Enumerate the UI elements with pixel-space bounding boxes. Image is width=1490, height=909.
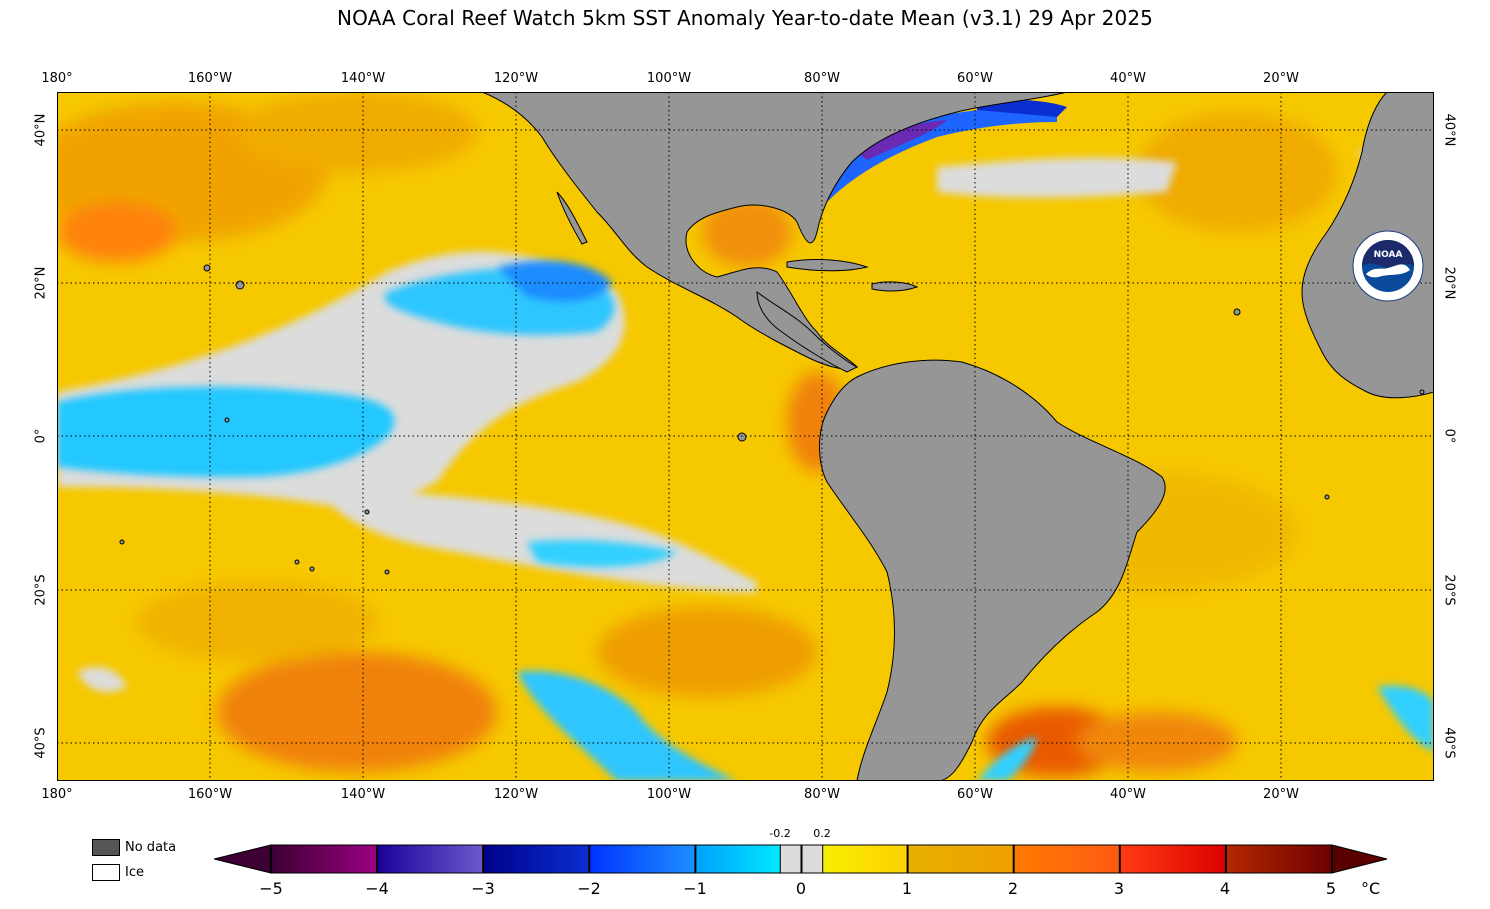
colorbar-end-low — [214, 844, 272, 874]
lon-tick-label: 40°W — [1110, 787, 1146, 802]
no-data-label: No data — [125, 840, 177, 855]
lat-tick-label: 20°N — [1441, 266, 1457, 300]
colorbar-tick-label: −2 — [577, 879, 601, 898]
colorbar-frame — [270, 844, 1333, 874]
lon-tick-label: 180° — [41, 787, 73, 802]
colorbar-tick-label: 1 — [901, 879, 913, 898]
lon-tick-label: 60°W — [957, 787, 993, 802]
ice-label: Ice — [125, 865, 144, 880]
lat-tick-label: 40°N — [33, 113, 49, 147]
lat-tick-label: 0° — [33, 428, 49, 444]
hispaniola — [871, 281, 919, 292]
colorbar-tick-label: 5 — [1325, 879, 1337, 898]
colorbar-tick-label: 2 — [1007, 879, 1019, 898]
lon-tick-label: 100°W — [646, 71, 692, 86]
colorbar-tick-label: −4 — [365, 879, 389, 898]
lat-tick-label: 40°S — [1441, 727, 1457, 759]
noaa-logo: NOAA — [1352, 230, 1424, 302]
colorbar-segment — [483, 845, 590, 873]
lon-tick-label: 140°W — [340, 71, 386, 86]
colorbar-segments — [271, 845, 1332, 873]
lon-tick-label: 160°W — [187, 71, 233, 86]
colorbar-small-tick-label: 0.2 — [813, 827, 831, 840]
lon-tick-label: 80°W — [804, 787, 840, 802]
lat-tick-label: 20°N — [33, 266, 49, 300]
lat-tick-label: 20°S — [1441, 574, 1457, 606]
lon-tick-label: 140°W — [340, 787, 386, 802]
colorbar-segment — [589, 845, 696, 873]
lon-tick-label: 20°W — [1263, 787, 1299, 802]
colorbar-segment — [907, 845, 1014, 873]
colorbar-segment — [695, 845, 781, 873]
central-america — [756, 290, 859, 373]
warm-anomaly-patches — [57, 92, 1337, 777]
map-title: NOAA Coral Reef Watch 5km SST Anomaly Ye… — [337, 6, 1153, 30]
lon-tick-label: 20°W — [1263, 71, 1299, 86]
colorbar-tick-label: 4 — [1219, 879, 1231, 898]
baja-california — [556, 191, 588, 245]
colorbar-segment — [1119, 845, 1226, 873]
colorbar-segment — [822, 845, 908, 873]
colorbar-segment — [1013, 845, 1120, 873]
south-america — [819, 359, 1166, 781]
lon-tick-label: 60°W — [957, 71, 993, 86]
lat-tick-label: 20°S — [33, 574, 49, 606]
lon-tick-label: 100°W — [646, 787, 692, 802]
map-frame — [57, 92, 1434, 781]
colorbar-unit: °C — [1361, 879, 1381, 898]
lon-tick-label: 80°W — [804, 71, 840, 86]
colorbar-small-tick-label: -0.2 — [769, 827, 791, 840]
no-data-swatch — [92, 839, 120, 856]
lon-tick-label: 160°W — [187, 787, 233, 802]
land-masses — [481, 92, 1434, 781]
colorbar-tick-label: −5 — [259, 879, 283, 898]
colorbar-segment — [377, 845, 484, 873]
north-america — [481, 92, 1068, 370]
cool-anomaly-zones — [57, 260, 1434, 781]
colorbar-tick-label: −3 — [471, 879, 495, 898]
cuba — [786, 259, 869, 272]
lon-tick-label: 120°W — [493, 71, 539, 86]
lat-tick-label: 0° — [1441, 428, 1457, 444]
ice-swatch — [92, 864, 120, 881]
lon-tick-label: 180° — [41, 71, 73, 86]
colorbar-tick-label: −1 — [683, 879, 707, 898]
sst-anomaly-map[interactable] — [57, 92, 1434, 781]
colorbar-segment — [1225, 845, 1332, 873]
colorbar — [214, 844, 1388, 874]
noaa-logo-label: NOAA — [1374, 250, 1403, 260]
lon-tick-label: 40°W — [1110, 71, 1146, 86]
graticule — [57, 92, 1434, 781]
colorbar-end-high — [1331, 844, 1388, 874]
lat-tick-label: 40°S — [33, 727, 49, 759]
colorbar-segment — [271, 845, 378, 873]
lat-tick-label: 40°N — [1441, 113, 1457, 147]
colorbar-tick-label: 3 — [1113, 879, 1125, 898]
colorbar-tick-label: 0 — [795, 879, 807, 898]
lon-tick-label: 120°W — [493, 787, 539, 802]
